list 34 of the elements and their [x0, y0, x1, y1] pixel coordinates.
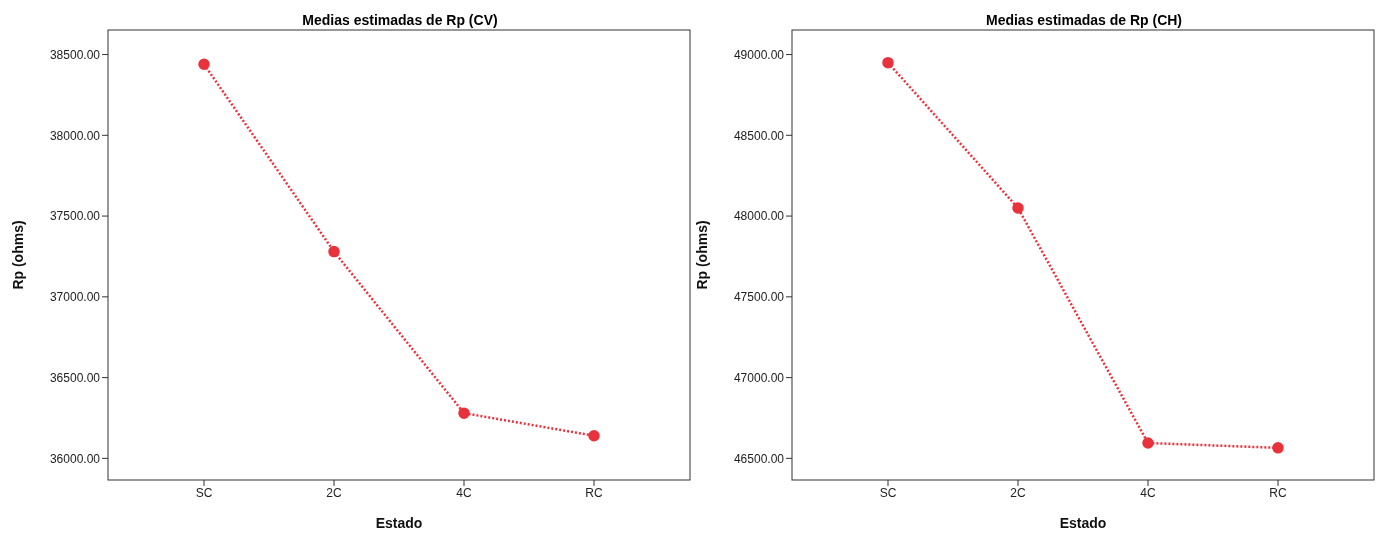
x-tick-label: 4C — [1140, 485, 1156, 500]
y-tick-label: 36500.00 — [49, 370, 101, 385]
y-tick-label: 37500.00 — [49, 209, 101, 224]
point — [328, 245, 340, 258]
x-tick-label: 2C — [1010, 485, 1026, 500]
point — [1142, 437, 1154, 449]
y-tick-label: 47000.00 — [733, 370, 785, 385]
y-tick-label: 46500.00 — [733, 451, 785, 466]
point — [588, 429, 600, 442]
x-tick-label: 4C — [456, 485, 472, 500]
y-tick-label: 49000.00 — [733, 47, 785, 62]
x-tick-label: RC — [585, 485, 603, 500]
point — [882, 56, 894, 69]
y-tick-label: 47500.00 — [733, 290, 785, 305]
x-tick-label: SC — [195, 485, 213, 500]
x-tick-label: SC — [879, 485, 897, 500]
point — [198, 58, 210, 70]
y-tick-label: 38500.00 — [49, 47, 101, 62]
point — [458, 407, 470, 419]
x-axis-title: Estado — [375, 515, 423, 531]
x-tick-label: 2C — [326, 485, 342, 500]
y-axis-title: Rp (ohms) — [9, 220, 26, 290]
x-tick-label: RC — [1269, 485, 1287, 500]
chart-title: Medias estimadas de Rp (CV) — [301, 12, 499, 28]
y-tick-label: 48500.00 — [733, 128, 785, 143]
y-tick-label: 36000.00 — [49, 451, 101, 466]
y-tick-label: 48000.00 — [733, 209, 785, 224]
y-tick-label: 37000.00 — [49, 290, 101, 305]
chart-title: Medias estimadas de Rp (CH) — [984, 12, 1184, 28]
point — [1012, 202, 1024, 214]
y-axis-title: Rp (ohms) — [693, 220, 710, 290]
point — [1272, 442, 1284, 454]
x-axis-title: Estado — [1059, 515, 1107, 531]
y-tick-label: 38000.00 — [49, 128, 101, 143]
